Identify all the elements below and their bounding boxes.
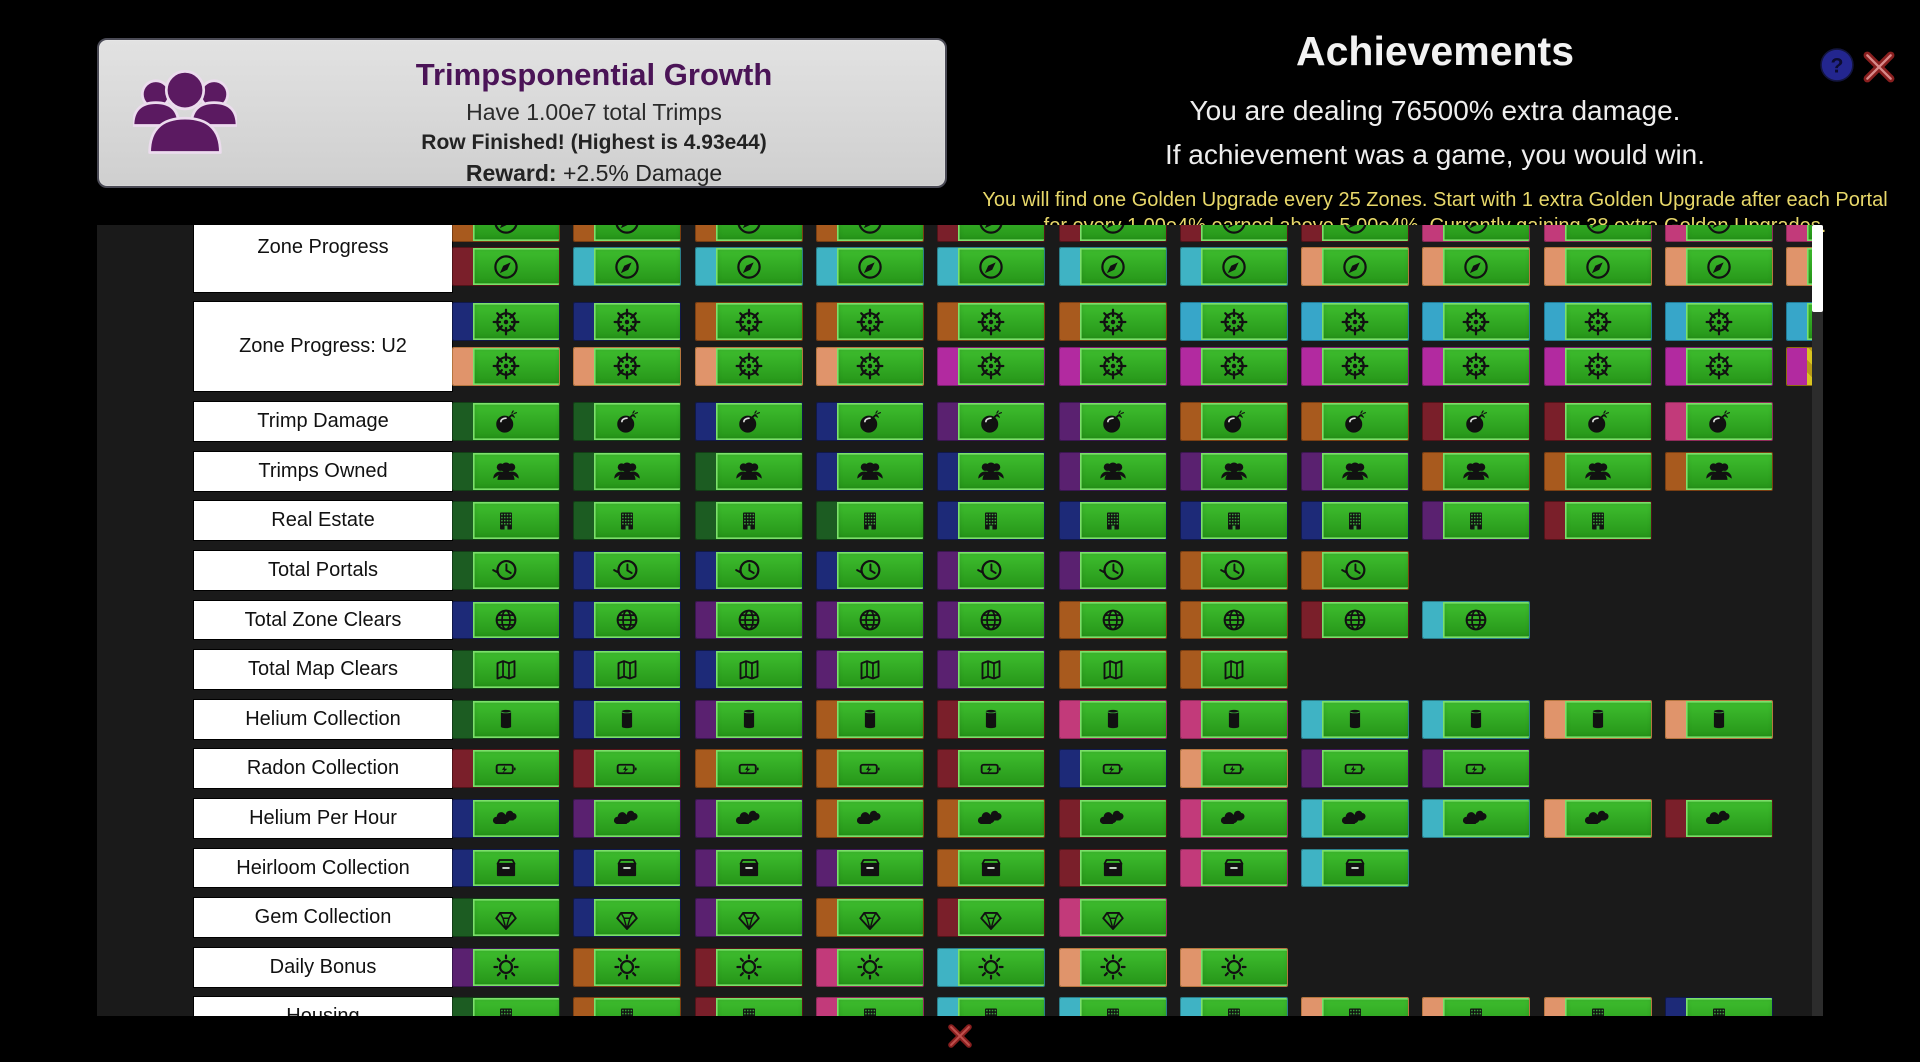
svg-text:?: ? bbox=[1831, 53, 1844, 77]
